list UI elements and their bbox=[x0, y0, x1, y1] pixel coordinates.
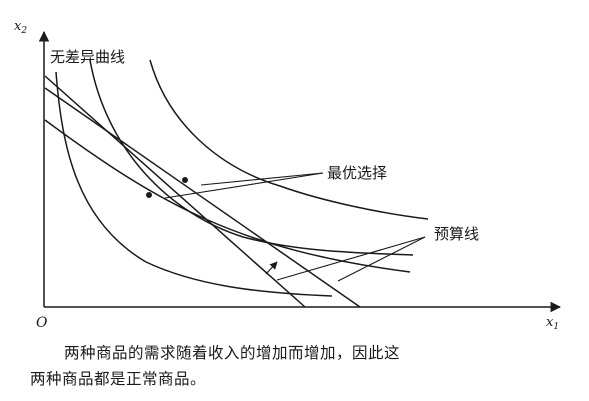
indifference-curve-1 bbox=[55, 71, 333, 297]
budget-lines-label: 预算线 bbox=[434, 225, 479, 243]
budget-line-2 bbox=[44, 75, 306, 308]
optimal-choice-label: 最优选择 bbox=[327, 164, 387, 182]
indifference-budget-diagram: x2 x1 O 无差异曲线 最优选择 预算线 bbox=[14, 19, 562, 332]
optimal-leader-2 bbox=[200, 172, 324, 186]
caption-line-1: 两种商品的需求随着收入的增加而增加，因此这 bbox=[64, 344, 401, 362]
indifference-curve-3 bbox=[149, 59, 429, 220]
figure-caption: 两种商品的需求随着收入的增加而增加，因此这 两种商品都是正常商品。 bbox=[30, 340, 575, 392]
optimal-point-2 bbox=[182, 177, 188, 183]
y-axis-label: x2 bbox=[14, 19, 27, 36]
indifference-curve-2 bbox=[89, 59, 414, 256]
indifference-curves-label: 无差异曲线 bbox=[50, 48, 125, 66]
caption-line-2: 两种商品都是正常商品。 bbox=[30, 370, 207, 388]
budget-line-1 bbox=[44, 119, 411, 273]
budget-line-3 bbox=[44, 87, 361, 308]
budget-leader-1 bbox=[276, 236, 426, 281]
optimal-point-1 bbox=[146, 192, 152, 198]
budget-leader-2 bbox=[337, 236, 426, 282]
optimal-leader-1 bbox=[164, 172, 324, 199]
origin-label: O bbox=[36, 315, 48, 331]
x-axis-label: x1 bbox=[546, 315, 559, 332]
shift-arrow bbox=[265, 261, 278, 275]
